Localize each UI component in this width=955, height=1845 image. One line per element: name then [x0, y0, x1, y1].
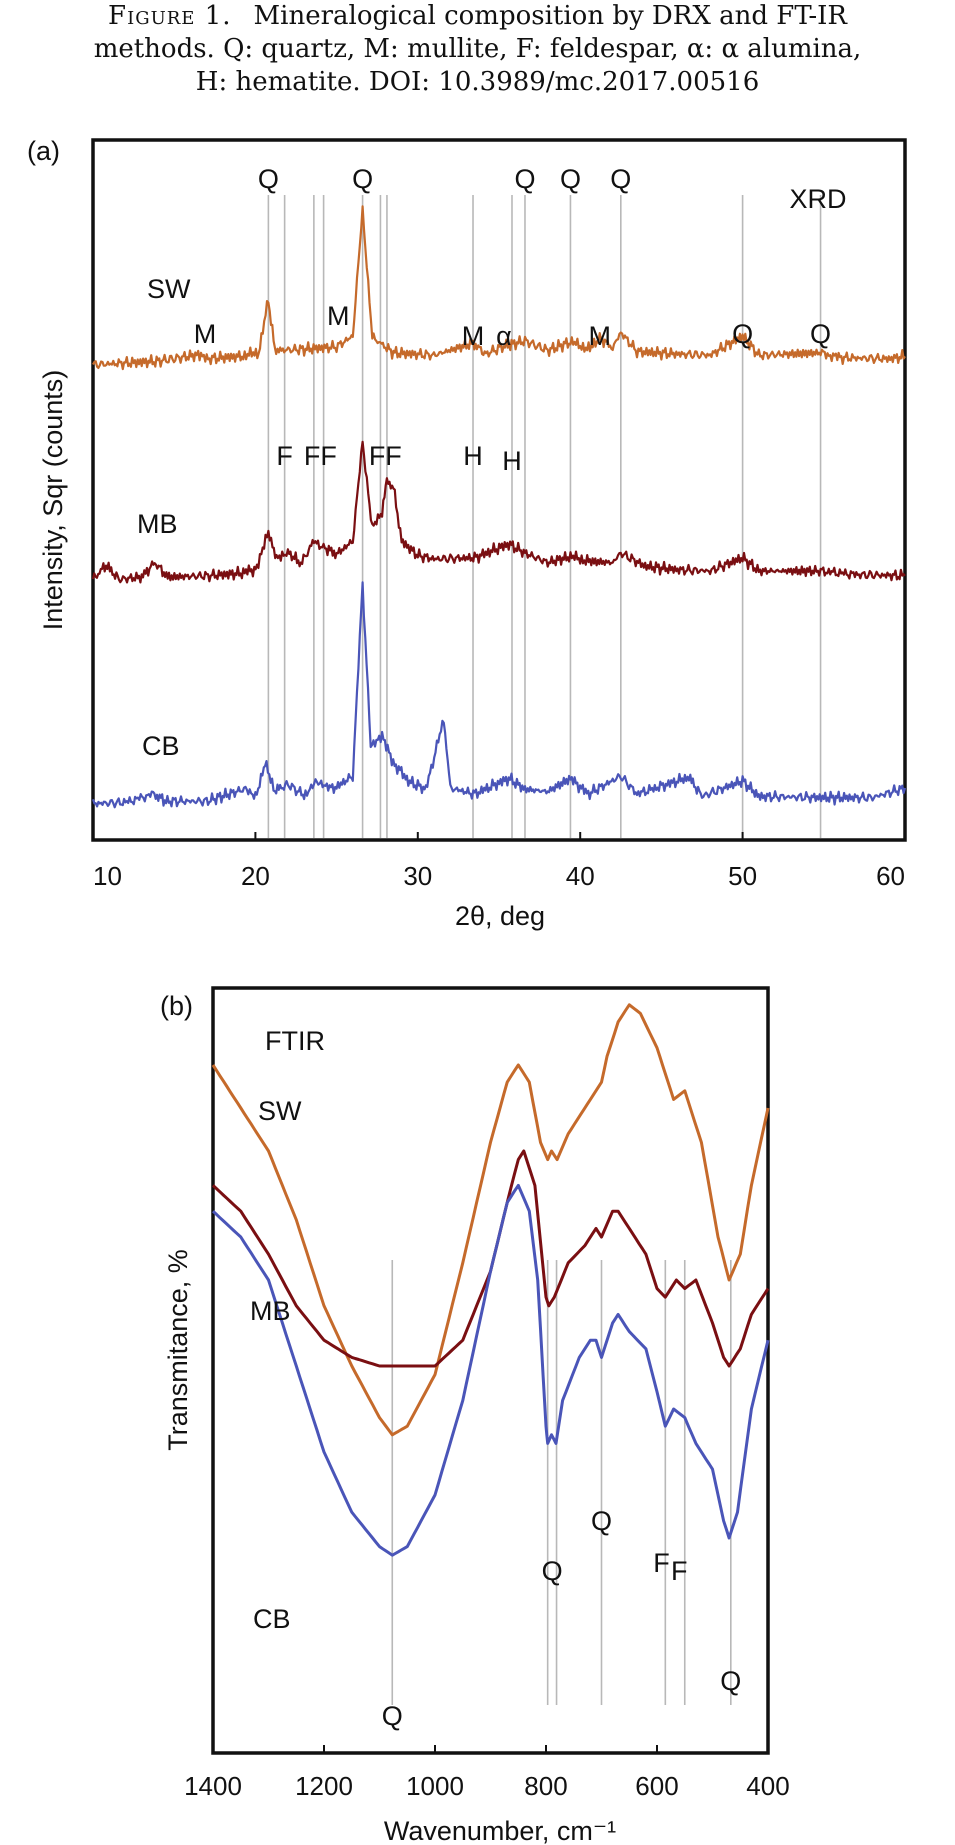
caption-line-1: Figure 1. Mineralogical composition by DR…	[0, 0, 955, 33]
xrd-peak-label: M	[327, 301, 350, 331]
xrd-x-axis-label: 2θ, deg	[455, 901, 545, 931]
xrd-series-line-mb	[91, 440, 906, 584]
xrd-peak-label: M	[588, 321, 611, 351]
xrd-y-axis-label: Intensity, Sqr (counts)	[38, 370, 68, 631]
figure-caption: Figure 1. Mineralogical composition by DR…	[0, 0, 955, 99]
ftir-x-tick-label: 1200	[295, 1771, 353, 1801]
xrd-x-tick-label: 10	[93, 861, 122, 891]
ftir-peak-label: Q	[591, 1506, 612, 1536]
xrd-peak-label: FF	[304, 441, 337, 471]
xrd-peak-label: F	[276, 441, 293, 471]
ftir-x-tick-label: 400	[746, 1771, 789, 1801]
ftir-peak-label: Q	[720, 1666, 741, 1696]
ftir-series-group	[211, 1003, 770, 1557]
ftir-series-label-mb: MB	[250, 1296, 291, 1326]
xrd-x-tick-label: 60	[876, 861, 905, 891]
xrd-peak-label: Q	[352, 164, 373, 194]
ftir-peak-label: Q	[542, 1556, 563, 1586]
ftir-x-tick-label: 800	[524, 1771, 567, 1801]
xrd-peak-label: FF	[369, 441, 402, 471]
xrd-peak-label: Q	[810, 319, 831, 349]
ftir-x-tick-label: 600	[635, 1771, 678, 1801]
xrd-x-tick-label: 40	[566, 861, 595, 891]
ftir-series-line-cb	[211, 1183, 770, 1557]
ftir-plot-frame	[211, 986, 770, 1755]
xrd-peak-label: Q	[514, 164, 535, 194]
ftir-peak-label: Q	[382, 1701, 403, 1731]
xrd-peak-label: H	[463, 441, 483, 471]
xrd-peak-label: Q	[258, 164, 279, 194]
xrd-peak-label: Q	[610, 164, 631, 194]
xrd-peak-label: Q	[560, 164, 581, 194]
ftir-panel-label: (b)	[160, 991, 193, 1021]
ftir-x-ticks: 1400 1200 1000 800 600 400	[184, 1745, 790, 1801]
xrd-plot-frame	[91, 138, 907, 842]
ftir-series-label-sw: SW	[258, 1096, 302, 1126]
xrd-series-label-mb: MB	[137, 509, 178, 539]
xrd-peak-label: α	[496, 321, 512, 351]
ftir-x-tick-label: 1400	[184, 1771, 242, 1801]
xrd-series-group	[91, 205, 907, 809]
ftir-x-tick-label: 1000	[406, 1771, 464, 1801]
xrd-peak-label: M	[194, 319, 217, 349]
xrd-peak-label: Q	[732, 319, 753, 349]
xrd-series-line-sw	[92, 205, 906, 371]
xrd-x-ticks: 10 20 30 40 50 60	[92, 832, 906, 891]
xrd-panel-label: (a)	[27, 136, 60, 166]
ftir-peak-label: F	[671, 1556, 688, 1586]
ftir-series-label-cb: CB	[253, 1604, 291, 1634]
xrd-series-label-cb: CB	[142, 731, 180, 761]
xrd-x-tick-label: 30	[403, 861, 432, 891]
xrd-series-label-sw: SW	[147, 274, 191, 304]
xrd-x-tick-label: 50	[728, 861, 757, 891]
xrd-series-line-cb	[91, 581, 907, 809]
ftir-x-axis-label: Wavenumber, cm⁻¹	[384, 1816, 616, 1845]
ftir-y-axis-label: Transmitance, %	[163, 1249, 193, 1451]
xrd-x-tick-label: 20	[241, 861, 270, 891]
ftir-peak-label: F	[653, 1548, 670, 1578]
xrd-peak-label: H	[502, 446, 522, 476]
caption-text-1: Mineralogical composition by DRX and FT-…	[253, 1, 847, 31]
caption-line-2: methods. Q: quartz, M: mullite, F: felde…	[93, 34, 862, 64]
xrd-peak-label: M	[462, 321, 485, 351]
ftir-panel-title: FTIR	[265, 1026, 325, 1056]
caption-line-3: H: hematite. DOI: 10.3989/mc.2017.00516	[195, 67, 760, 97]
ftir-reference-lines	[391, 1260, 732, 1705]
ftir-series-line-sw	[211, 1003, 770, 1437]
caption-figure-label: Figure 1.	[108, 1, 232, 31]
xrd-panel-title: XRD	[789, 184, 846, 214]
